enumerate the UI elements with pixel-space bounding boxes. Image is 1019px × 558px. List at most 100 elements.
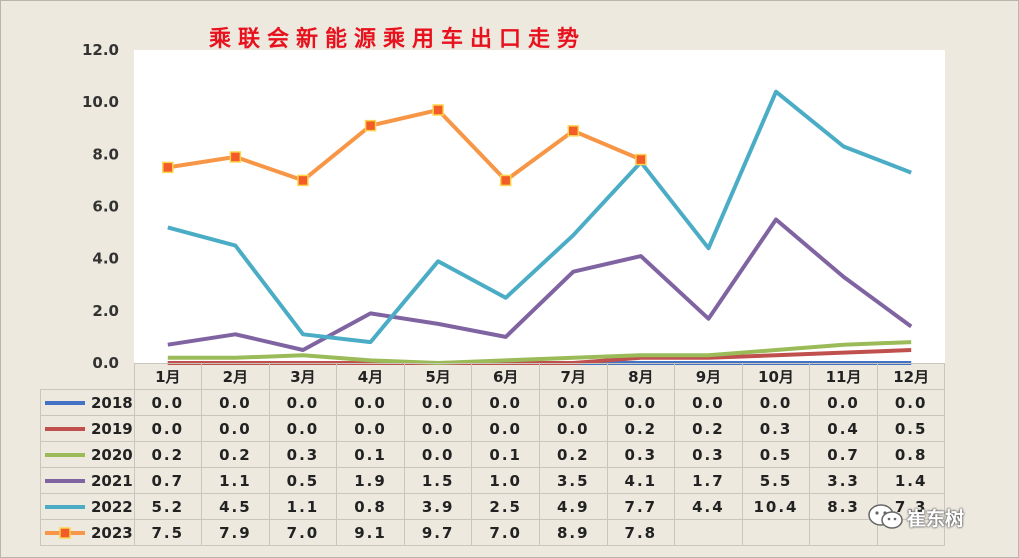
category-label: 9月 <box>674 363 743 390</box>
data-label: 0.8 <box>876 441 946 468</box>
legend-entry: 2019 <box>40 415 135 442</box>
legend-entry: 2018 <box>40 389 135 416</box>
category-label: 11月 <box>809 363 878 390</box>
data-label: 4.5 <box>201 493 270 520</box>
data-label: 0.0 <box>133 415 203 442</box>
series-line-2022 <box>167 89 912 345</box>
data-label: 0.2 <box>201 441 270 468</box>
table-row: 2018 0.0 0.0 0.0 0.0 0.0 0.0 0.0 0.0 0.0 0.0 0.0 0.0 <box>40 389 946 416</box>
y-tick-label: 12.0 <box>82 41 119 59</box>
data-label: 0.5 <box>876 415 946 442</box>
data-label: 0.2 <box>538 441 608 468</box>
data-label: 0.0 <box>538 389 608 416</box>
data-label: 3.5 <box>538 467 608 494</box>
category-label: 4月 <box>336 363 405 390</box>
data-label: 0.5 <box>268 467 338 494</box>
data-label: 1.1 <box>268 493 338 520</box>
legend-key-2020 <box>45 453 85 457</box>
table-row: 2022 5.2 4.5 1.1 0.8 3.9 2.5 4.9 7.7 4.4 10.4 8.3 7.… <box>40 493 946 520</box>
data-label: 8.9 <box>538 519 608 546</box>
data-label: 7.9 <box>201 519 270 546</box>
data-label: 1.5 <box>403 467 473 494</box>
data-label: 1.4 <box>876 467 946 494</box>
legend-key-2019 <box>45 427 85 431</box>
data-label: 0.0 <box>403 415 473 442</box>
y-tick-label: 2.0 <box>92 302 119 320</box>
data-label: 0.0 <box>876 389 946 416</box>
data-label: 5.5 <box>741 467 811 494</box>
data-label: 0.0 <box>403 389 473 416</box>
data-label: 3.3 <box>809 467 878 494</box>
data-label: 0.0 <box>606 389 676 416</box>
data-label: 0.3 <box>674 441 743 468</box>
data-label: 9.1 <box>336 519 405 546</box>
legend-entry: 2020 <box>40 441 135 468</box>
legend-label: 2018 <box>91 393 133 412</box>
legend-key-2021 <box>45 479 85 483</box>
legend-entry: 2023 <box>40 519 135 546</box>
data-label: 1.0 <box>471 467 540 494</box>
data-label: 1.9 <box>336 467 405 494</box>
data-label: 0.0 <box>403 441 473 468</box>
table-corner <box>40 363 135 390</box>
series-line-2020 <box>167 340 912 365</box>
plot-svg <box>162 89 913 365</box>
data-label: 2.5 <box>471 493 540 520</box>
data-point-2023 <box>364 119 377 132</box>
category-label: 5月 <box>403 363 473 390</box>
category-label: 7月 <box>538 363 608 390</box>
data-label: 0.3 <box>741 415 811 442</box>
data-label: 0.0 <box>471 415 540 442</box>
data-point-2023 <box>635 153 647 166</box>
plot-area <box>134 50 945 365</box>
data-label: 0.1 <box>336 441 405 468</box>
legend-entry: 2021 <box>40 467 135 494</box>
data-label: 7.8 <box>606 519 676 546</box>
watermark: 崔东树 <box>867 503 1007 531</box>
data-label: 7.5 <box>133 519 203 546</box>
data-label: 1.1 <box>201 467 270 494</box>
data-label: 0.4 <box>809 415 878 442</box>
legend-label: 2019 <box>91 419 133 438</box>
legend-entry: 2022 <box>40 493 135 520</box>
data-label: 0.0 <box>809 389 878 416</box>
data-label: 0.0 <box>268 389 338 416</box>
data-label: 0.7 <box>809 441 878 468</box>
y-tick-label: 6.0 <box>92 198 119 216</box>
table-row: 2019 0.0 0.0 0.0 0.0 0.0 0.0 0.0 0.2 0.2 0.3 0.4 0.5 <box>40 415 946 442</box>
data-label: 0.5 <box>741 441 811 468</box>
data-label: 7.0 <box>268 519 338 546</box>
y-tick-label: 10.0 <box>82 93 119 111</box>
category-label: 12月 <box>876 363 946 390</box>
data-point-2023 <box>229 151 242 163</box>
data-table: 1月 2月 3月 4月 5月 6月 7月 8月 9月 10月 11月 12月 2018 0.0 0.0 0.… <box>40 363 946 546</box>
data-label: 0.1 <box>471 441 540 468</box>
data-point-2023 <box>297 174 309 187</box>
data-label: 10.4 <box>741 493 811 520</box>
data-label: 0.0 <box>674 389 743 416</box>
data-label <box>741 519 811 546</box>
data-label: 0.0 <box>133 389 203 416</box>
legend-label: 2023 <box>91 523 133 542</box>
data-point-2023 <box>432 104 444 116</box>
table-row: 2023 7.5 7.9 7.0 9.1 9.7 7.0 8.9 7.8 <box>40 519 946 546</box>
category-label: 6月 <box>471 363 540 390</box>
data-label: 0.7 <box>133 467 203 494</box>
table-row: 2021 0.7 1.1 0.5 1.9 1.5 1.0 3.5 4.1 1.7 5.5 3.3 1.4 <box>40 467 946 494</box>
table-row: 2020 0.2 0.2 0.3 0.1 0.0 0.1 0.2 0.3 0.3 0.5 0.7 0.8 <box>40 441 946 468</box>
data-point-2023 <box>567 125 580 137</box>
table-header-row: 1月 2月 3月 4月 5月 6月 7月 8月 9月 10月 11月 12月 <box>40 363 946 390</box>
data-label: 4.9 <box>538 493 608 520</box>
category-label: 10月 <box>741 363 811 390</box>
data-label: 0.0 <box>336 415 405 442</box>
data-label: 5.2 <box>133 493 203 520</box>
category-label: 3月 <box>268 363 338 390</box>
series-line-2021 <box>167 217 913 352</box>
legend-key-2022 <box>45 505 85 509</box>
data-label: 0.0 <box>741 389 811 416</box>
legend-key-2018 <box>45 401 85 405</box>
chart-title: 乘联会新能源乘用车出口走势 <box>209 27 587 52</box>
data-label: 0.0 <box>201 415 270 442</box>
data-label: 3.9 <box>403 493 473 520</box>
data-label: 0.0 <box>268 415 338 442</box>
